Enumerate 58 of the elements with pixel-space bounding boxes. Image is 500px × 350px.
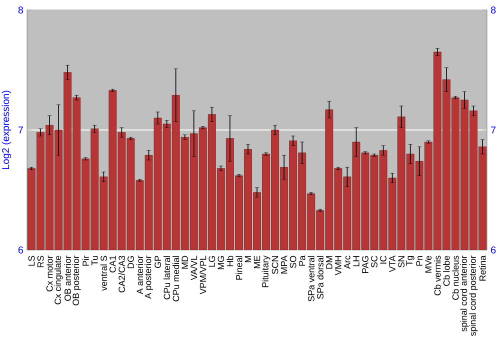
x-tick-label: LH bbox=[353, 256, 360, 266]
x-tick-label: A anterior bbox=[136, 256, 144, 294]
x-tick-label: IC bbox=[380, 256, 386, 264]
x-tick-label: LG bbox=[208, 256, 216, 267]
x-tick-label: spinal cord posterior bbox=[469, 256, 478, 336]
x-tick-label: VTA bbox=[389, 255, 396, 272]
x-tick-label: MG bbox=[218, 256, 224, 270]
x-tick-label: M bbox=[244, 256, 252, 262]
x-tick-label: CA2/CA3 bbox=[118, 256, 126, 292]
y-tick-label: 8 bbox=[18, 6, 24, 14]
x-tick-label: LS bbox=[28, 256, 35, 266]
y2-tick-label: 6 bbox=[491, 246, 496, 254]
x-tick-label: Pa bbox=[298, 255, 306, 266]
x-tick-label: CA1 bbox=[110, 256, 116, 272]
x-tick-label: Hb bbox=[226, 256, 234, 266]
x-tick-label: MD bbox=[182, 256, 188, 269]
x-tick-label: MPA bbox=[280, 255, 288, 274]
x-tick-label: Tg bbox=[406, 256, 414, 266]
x-tick-label: SN bbox=[398, 256, 404, 268]
x-tick-label: DG bbox=[128, 256, 134, 268]
x-tick-label: Arc bbox=[344, 256, 350, 269]
x-tick-label: Pir bbox=[82, 256, 89, 266]
x-tick-label: GP bbox=[154, 256, 161, 268]
x-tick-label: SPa dorsal bbox=[316, 256, 324, 299]
x-tick-label: VMH bbox=[335, 256, 342, 276]
x-tick-label: Cb nucleus bbox=[452, 256, 459, 300]
x-tick-label: OB posterior bbox=[72, 256, 81, 306]
x-tick-label: DM bbox=[326, 256, 332, 269]
x-tick-label: spinal cord anterior bbox=[460, 256, 469, 332]
x-tick-label: A posterior bbox=[144, 256, 153, 299]
x-tick-label: Cx cingulate bbox=[54, 256, 63, 304]
x-tick-label: Pineal bbox=[236, 256, 242, 280]
x-tick-label: MVe bbox=[425, 256, 432, 273]
y-axis-title: Log2 (expression) bbox=[2, 90, 12, 170]
y2-tick-label: 8 bbox=[490, 6, 496, 14]
x-tick-label: RS bbox=[37, 256, 44, 268]
x-tick-label: Cb lobe bbox=[443, 256, 450, 286]
x-tick-label: Cb vermis bbox=[434, 256, 441, 296]
x-tick-label: CPu lateral bbox=[164, 256, 170, 300]
x-tick-label: SO bbox=[290, 256, 296, 268]
y-tick-label: 6 bbox=[18, 246, 24, 254]
x-tick-label: SPa ventral bbox=[308, 256, 314, 302]
x-tick-label: Retina bbox=[479, 255, 486, 281]
x-tick-label: OB anterior bbox=[64, 256, 71, 301]
x-tick-label: Tu bbox=[92, 256, 98, 266]
x-tick-label: SC bbox=[371, 256, 378, 268]
x-tick-label: SCN bbox=[272, 256, 278, 274]
x-tick-label: ME bbox=[254, 256, 260, 268]
x-tick-label: Pn bbox=[416, 256, 422, 266]
x-tick-label: VA/VL bbox=[190, 256, 198, 280]
x-tick-label: Cx motor bbox=[46, 256, 53, 292]
y-tick-label: 7 bbox=[18, 126, 23, 134]
x-tick-label: PAG bbox=[362, 256, 368, 273]
x-tick-label: Pituitary bbox=[262, 255, 270, 288]
x-tick-label: CPu medial bbox=[172, 256, 180, 302]
y2-tick-label: 7 bbox=[491, 126, 496, 134]
x-tick-label: VPM/VPL bbox=[200, 256, 206, 294]
x-tick-label: ventral S bbox=[100, 256, 107, 291]
